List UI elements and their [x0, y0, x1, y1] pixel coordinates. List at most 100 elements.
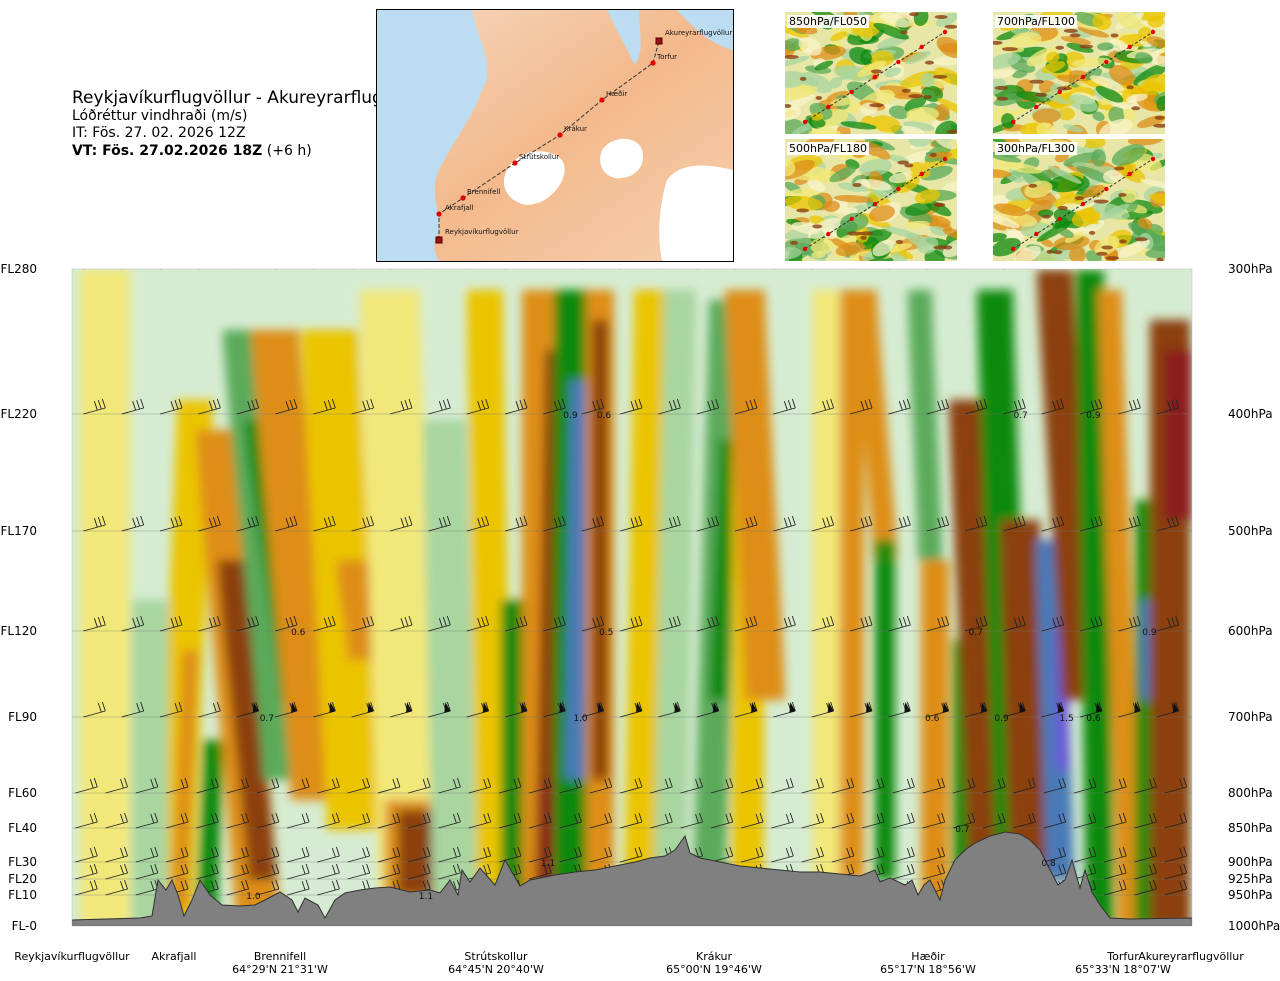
wind-barb	[849, 515, 873, 532]
contour-value-label: 0.7	[955, 825, 969, 835]
route-map-svg: Reykjavíkurflugvöllur Akrafjall Brennifell…	[377, 10, 733, 261]
airport-marker	[435, 236, 443, 244]
wind-barb	[45, 864, 67, 879]
wind-barb	[468, 846, 492, 863]
wind-barb	[581, 615, 605, 632]
wind-barb	[811, 515, 835, 532]
waypoint-marker	[460, 195, 466, 201]
vertical-motion-band	[543, 780, 557, 890]
wind-barb	[274, 701, 298, 718]
waypoint-axis-label: Akureyrarflugvöllur	[1138, 950, 1244, 963]
wind-barb	[45, 778, 67, 793]
wind-barb	[1043, 846, 1067, 863]
fl-axis-label: FL90	[8, 710, 37, 724]
wind-barb	[1134, 846, 1157, 863]
wind-barb	[892, 846, 915, 863]
valid-time: VT: Fös. 27.02.2026 18Z (+6 h)	[72, 143, 312, 159]
wind-barb	[377, 863, 401, 880]
wind-barb	[964, 701, 988, 718]
wind-barb	[543, 615, 566, 632]
wind-barb	[198, 515, 221, 532]
wind-barb	[1079, 615, 1103, 632]
wind-barb	[1043, 812, 1067, 829]
wind-barb	[1043, 777, 1067, 794]
wind-barb	[317, 777, 340, 794]
waypoint-name: Akureyrarflugvöllur	[1138, 950, 1244, 963]
wind-barb	[1134, 863, 1157, 880]
wind-barb	[159, 515, 183, 532]
vertical-motion-band	[1098, 290, 1142, 926]
waypoint-label: Krákur	[564, 125, 587, 133]
wind-barb	[1041, 701, 1065, 718]
vertical-motion-band	[624, 290, 666, 926]
contour-value-label: 1.0	[573, 714, 588, 724]
wind-barb	[589, 777, 613, 794]
wind-barb	[559, 777, 582, 794]
wind-barb	[1003, 615, 1026, 632]
vertical-motion-band	[218, 560, 276, 880]
wind-barb	[926, 515, 950, 532]
wind-barb	[159, 615, 183, 632]
wind-barb	[1041, 515, 1065, 532]
title-block: Reykjavíkurflugvöllur - Akureyrarflugvöl…	[72, 88, 431, 160]
wind-barb	[1118, 515, 1141, 532]
wind-barb	[428, 398, 451, 415]
hpa-axis-label: 800hPa	[1228, 786, 1273, 800]
hpa-axis-label: 600hPa	[1228, 624, 1273, 638]
wind-barb	[466, 515, 490, 532]
waypoint-name: Krákur	[695, 950, 733, 963]
wind-barb	[83, 701, 106, 718]
panel-850hpa: 850hPa/FL050	[785, 12, 957, 134]
fl-axis-label: FL40	[8, 821, 37, 835]
wind-barb	[504, 398, 528, 415]
wind-barb	[1156, 269, 1159, 270]
wind-barb	[45, 813, 67, 828]
wind-barb	[165, 812, 189, 829]
wind-barb	[543, 515, 566, 532]
wind-barb	[466, 701, 490, 718]
wind-barb	[466, 398, 490, 415]
contour-value-label: 1.1	[541, 859, 555, 869]
wind-barb	[351, 398, 375, 415]
waypoint-axis-label: Krákur 65°00'N 19°46'W	[666, 950, 762, 976]
waypoint-name: Akrafjall	[151, 950, 197, 963]
wind-barb	[351, 701, 375, 718]
wind-barb	[1080, 269, 1082, 270]
wind-barb	[165, 777, 189, 794]
wind-barb	[256, 777, 280, 794]
wind-barb	[1041, 269, 1044, 270]
panel-500hpa: 500hPa/FL180	[785, 139, 957, 261]
wind-barb	[498, 812, 522, 829]
waypoint-coord: 65°17'N 18°56'W	[880, 963, 976, 976]
wind-barb	[438, 777, 461, 794]
wind-barb	[236, 515, 260, 532]
wind-barb	[589, 812, 613, 829]
wind-barb	[105, 777, 128, 794]
wind-barb	[619, 777, 643, 794]
wind-barb	[256, 863, 280, 880]
wind-barb	[351, 615, 375, 632]
contour-value-label: 0.7	[1013, 411, 1027, 421]
wind-barb	[926, 615, 950, 632]
wind-barb	[1164, 812, 1188, 829]
wind-barb	[317, 846, 340, 863]
wind-barb	[226, 846, 250, 863]
waypoint-marker	[512, 160, 518, 166]
wind-barb	[1164, 863, 1188, 880]
wind-barb	[559, 846, 582, 863]
contour-value-label: 0.6	[1086, 714, 1101, 724]
wind-barb	[135, 812, 159, 829]
wind-barb	[1073, 777, 1097, 794]
wind-barb	[773, 615, 796, 632]
wind-barb	[965, 269, 967, 270]
wind-barb	[226, 879, 250, 896]
wind-barb	[926, 398, 950, 415]
wind-barb	[801, 846, 825, 863]
vertical-motion-band	[725, 290, 785, 700]
wind-barb	[75, 812, 98, 829]
wind-barb	[347, 777, 371, 794]
wind-barb	[313, 398, 336, 415]
wind-barb	[771, 846, 794, 863]
wind-barb	[438, 812, 461, 829]
waypoint-label: Strútskollur	[519, 153, 559, 161]
